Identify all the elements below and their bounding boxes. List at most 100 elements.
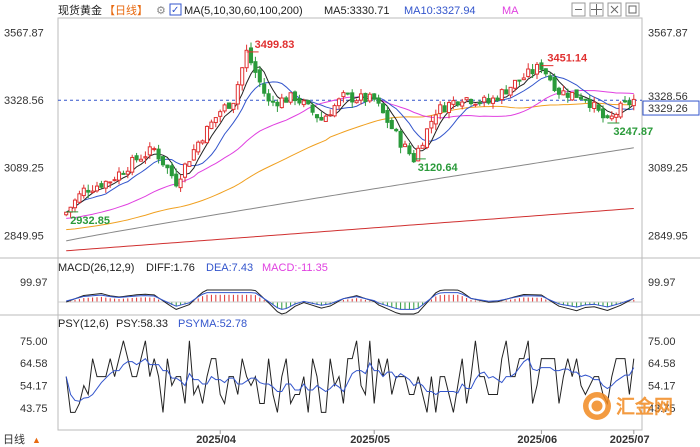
candle-body <box>543 68 548 75</box>
macd-value: MACD:-11.35 <box>262 262 328 274</box>
y-axis-label-left: 3089.25 <box>4 163 44 175</box>
price-annotation: 3120.64 <box>418 162 459 174</box>
macd-diff: DIFF:1.76 <box>146 262 195 274</box>
ma60-line <box>66 102 634 231</box>
candle-body <box>77 193 82 203</box>
ma30-line <box>66 90 634 219</box>
candle-body <box>125 170 130 175</box>
candle-body <box>517 79 522 82</box>
period-button[interactable]: 【日线】 <box>104 3 148 17</box>
ma-checkbox[interactable] <box>169 3 182 16</box>
candle-body <box>152 148 157 151</box>
candle-body <box>486 98 491 104</box>
candle-body <box>429 120 434 129</box>
psy-title: PSY(12,6) <box>58 318 109 330</box>
psyma-value: PSYMA:52.78 <box>178 318 247 330</box>
price-tag: 3329.26 <box>648 103 688 115</box>
price-annotation: 3499.83 <box>255 39 295 51</box>
candle-body <box>605 115 610 119</box>
candle-body <box>288 92 293 103</box>
psy-axis-label-right: 54.17 <box>648 381 676 393</box>
psy-axis-label: 75.00 <box>20 336 48 348</box>
candle-body <box>526 68 531 77</box>
candle-body <box>292 91 298 102</box>
candle-body <box>196 141 201 153</box>
candle-body <box>103 180 108 189</box>
candle-body <box>402 143 408 148</box>
candle-body <box>231 102 236 110</box>
candle-body <box>169 165 174 177</box>
macd-title: MACD(26,12,9) <box>58 262 134 274</box>
candle-body <box>451 100 456 105</box>
candle-body <box>99 183 104 188</box>
psy-axis-label: 43.75 <box>20 403 48 415</box>
macd-axis-label: 99.97 <box>20 277 48 289</box>
candle-body <box>473 103 478 106</box>
square-icon[interactable] <box>625 2 640 17</box>
instrument-title: 现货黄金 <box>58 3 102 17</box>
candle-body <box>222 104 227 112</box>
y-axis-label-left: 3567.87 <box>4 28 44 40</box>
candle-body <box>508 86 513 96</box>
triangle-icon[interactable]: ▲ <box>32 435 41 445</box>
candle-body <box>121 172 126 175</box>
candle-body <box>521 77 526 81</box>
x-axis-label: 2025/05 <box>350 434 390 446</box>
candle-body <box>627 100 632 106</box>
candle-body <box>534 63 540 75</box>
bottom-period-label: 日线 <box>3 432 25 446</box>
candle-body <box>90 190 95 193</box>
candle-body <box>376 97 381 104</box>
candle-body <box>420 144 425 149</box>
candle-body <box>614 113 619 118</box>
candle-body <box>204 125 210 144</box>
macd-axis-label-right: 99.97 <box>648 277 676 289</box>
candle-body <box>257 69 262 83</box>
macd-dea: DEA:7.43 <box>206 262 253 274</box>
candle-body <box>561 90 566 96</box>
candle-body <box>622 100 628 103</box>
x-axis-label: 2025/06 <box>517 434 557 446</box>
candle-body <box>218 111 223 117</box>
gear-icon[interactable]: ⚙ <box>156 5 166 17</box>
candle-body <box>297 97 302 104</box>
macd-dea-line <box>66 292 634 310</box>
candle-body <box>350 92 355 103</box>
ma10-value: MA10:3327.94 <box>404 5 476 17</box>
ma200-line <box>66 207 634 252</box>
psy-line <box>65 340 635 413</box>
candle-body <box>178 178 183 189</box>
psy-value: PSY:58.33 <box>116 318 168 330</box>
candle-body <box>482 96 487 103</box>
candle-body <box>380 103 386 114</box>
candle-body <box>464 97 469 101</box>
candle-body <box>424 128 430 148</box>
candle-body <box>306 99 311 105</box>
candle-body <box>314 114 320 119</box>
candle-body <box>182 163 188 178</box>
candle-body <box>556 87 562 95</box>
candle-body <box>279 97 284 109</box>
y-axis-label-left: 2849.95 <box>4 230 44 242</box>
macd-pane <box>58 289 642 315</box>
candle-body <box>438 104 443 115</box>
psy-axis-label-right: 64.58 <box>648 358 676 370</box>
ma-extra: MA <box>502 5 519 17</box>
candle-body <box>442 105 447 113</box>
candle-body <box>592 101 597 110</box>
psyma-line <box>65 357 635 402</box>
candle-body <box>512 79 518 89</box>
frame <box>0 17 700 431</box>
candle-body <box>372 93 377 100</box>
axes: 3567.87 3328.56 3089.25 2849.95 3567.87 3089.… <box>4 28 700 446</box>
candle-body <box>138 158 144 162</box>
candle-body <box>328 114 333 117</box>
candle-body <box>275 101 280 107</box>
candle-body <box>64 211 69 216</box>
candle-body <box>455 101 460 106</box>
candle-body <box>248 47 254 64</box>
x-axis-label: 2025/04 <box>196 434 237 446</box>
candle-body <box>394 128 399 132</box>
psy-axis-label-right: 43.75 <box>648 403 676 415</box>
candle-body <box>116 171 122 181</box>
